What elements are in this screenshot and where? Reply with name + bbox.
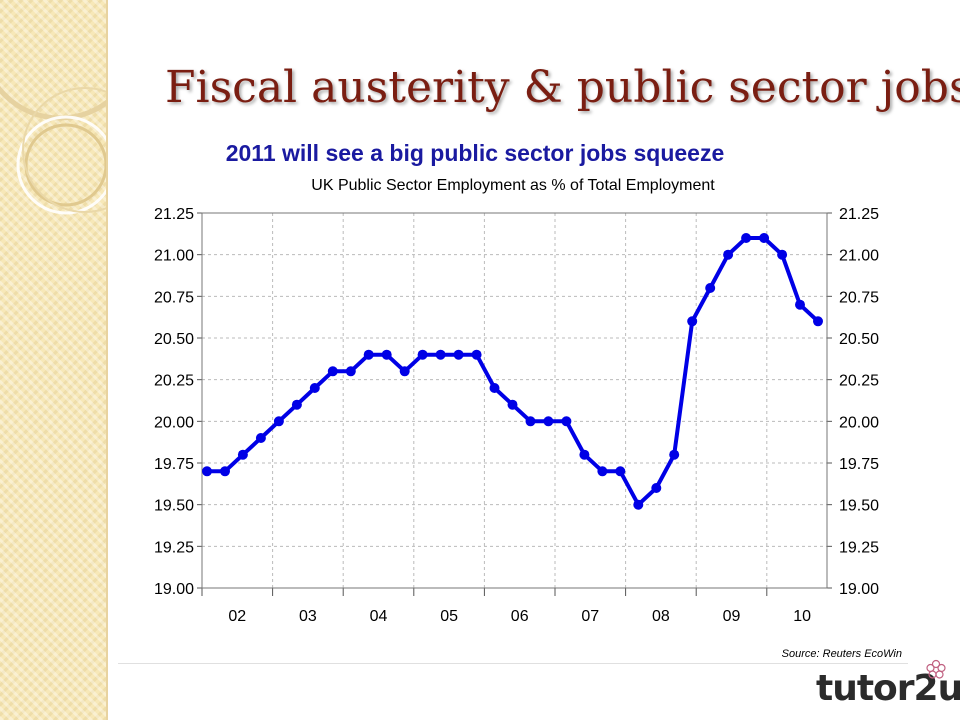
x-tick-label: 06 — [511, 608, 529, 625]
data-point — [237, 449, 248, 460]
data-point — [813, 316, 823, 327]
source-note: Source: Reuters EcoWin — [782, 648, 902, 658]
y-tick-label-right: 20.75 — [839, 289, 879, 306]
x-tick-label: 08 — [652, 608, 670, 625]
x-tick-label: 02 — [228, 608, 246, 625]
x-tick-label: 04 — [370, 608, 388, 625]
line-chart: 2011 will see a big public sector jobs s… — [154, 140, 902, 660]
y-tick-label-right: 19.75 — [839, 456, 879, 473]
chart-title: 2011 will see a big public sector jobs s… — [226, 140, 725, 166]
data-point — [309, 383, 320, 393]
data-point — [543, 416, 554, 427]
series-line — [207, 236, 820, 507]
chart-subtitle: UK Public Sector Employment as % of Tota… — [311, 177, 715, 194]
y-tick-label-left: 20.50 — [154, 331, 194, 348]
data-point — [291, 399, 302, 410]
slide-title: Fiscal austerity & public sector jobs — [165, 62, 960, 113]
data-point — [327, 366, 338, 377]
data-point — [759, 233, 770, 243]
y-tick-label-left: 20.25 — [154, 373, 194, 390]
y-tick-label-right: 19.00 — [839, 581, 879, 598]
data-point — [381, 349, 392, 360]
y-tick-label-left: 21.25 — [154, 206, 194, 223]
data-point — [255, 433, 266, 443]
y-tick-label-left: 20.75 — [154, 289, 194, 306]
data-point — [489, 383, 500, 393]
data-point — [561, 416, 572, 427]
data-point — [220, 466, 230, 477]
x-tick-label: 07 — [581, 608, 599, 625]
data-point — [507, 399, 518, 410]
x-tick-label: 09 — [723, 608, 741, 625]
data-point — [777, 249, 788, 260]
y-tick-label-right: 19.50 — [839, 498, 879, 515]
data-point — [723, 249, 734, 260]
data-point — [273, 416, 284, 427]
y-tick-label-right: 20.00 — [839, 414, 879, 431]
data-point — [795, 299, 805, 310]
y-tick-label-left: 20.00 — [154, 414, 194, 431]
y-tick-label-right: 20.50 — [839, 331, 879, 348]
data-point — [687, 316, 698, 327]
y-tick-label-left: 19.75 — [154, 456, 194, 473]
data-point — [435, 349, 446, 360]
data-point — [345, 366, 356, 377]
data-point — [471, 349, 482, 360]
data-point — [615, 466, 626, 477]
chart-container: 2011 will see a big public sector jobs s… — [120, 130, 920, 663]
data-point — [453, 349, 464, 360]
plot-frame — [201, 212, 828, 589]
y-tick-label-right: 20.25 — [839, 373, 879, 390]
data-point — [399, 366, 410, 377]
x-tick-label: 05 — [440, 608, 458, 625]
decorative-rings-icon — [0, 85, 106, 215]
y-tick-label-right: 21.00 — [839, 248, 879, 265]
data-point — [597, 466, 608, 477]
footer-divider — [118, 663, 908, 664]
flower-logo-icon — [926, 659, 946, 679]
y-tick-label-left: 21.00 — [154, 248, 194, 265]
y-tick-label-right: 19.25 — [839, 539, 879, 556]
data-point — [579, 449, 590, 460]
data-point — [202, 466, 212, 477]
y-tick-label-left: 19.25 — [154, 539, 194, 556]
x-tick-label: 10 — [793, 608, 811, 625]
y-tick-label-right: 21.25 — [839, 206, 879, 223]
data-point — [633, 499, 644, 510]
decorative-side-panel — [0, 0, 108, 720]
y-tick-label-left: 19.00 — [154, 581, 194, 598]
data-point — [363, 349, 374, 360]
data-point — [417, 349, 428, 360]
data-point — [525, 416, 536, 427]
y-tick-label-left: 19.50 — [154, 498, 194, 515]
data-point — [669, 449, 680, 460]
x-tick-label: 03 — [299, 608, 317, 625]
data-point — [651, 483, 662, 493]
data-point — [741, 233, 752, 243]
data-point — [705, 283, 716, 293]
